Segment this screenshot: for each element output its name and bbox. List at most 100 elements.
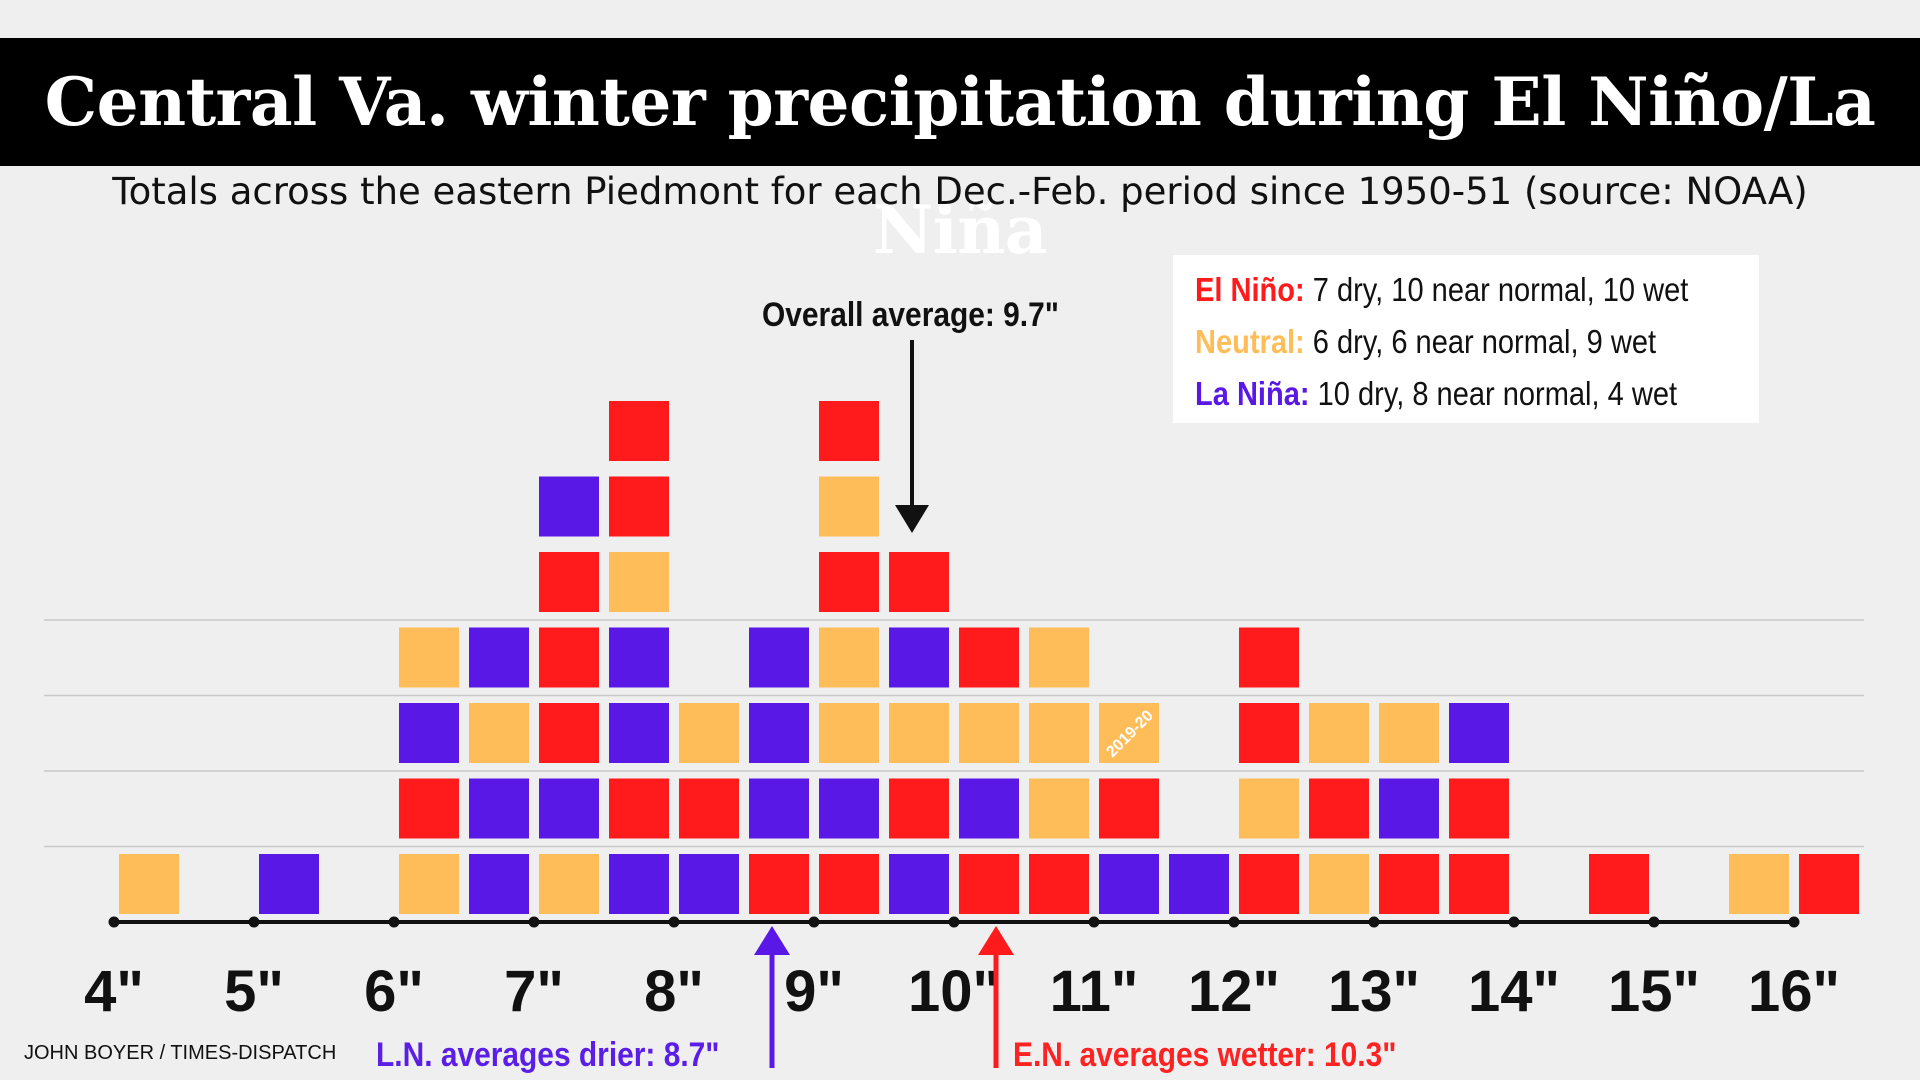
data-square-neutral — [1029, 778, 1089, 839]
data-square-neutral — [679, 703, 739, 763]
data-square-el-nino — [749, 854, 809, 914]
legend-neutral: Neutral: 6 dry, 6 near normal, 9 wet — [1195, 323, 1656, 361]
data-square-la-nina — [889, 627, 949, 688]
data-square-la-nina — [469, 627, 529, 688]
legend-neutral-key: Neutral: — [1195, 323, 1305, 360]
x-axis-tick — [108, 916, 120, 928]
data-square-el-nino — [1029, 854, 1089, 914]
data-square-el-nino — [1239, 854, 1299, 914]
chart-title: Central Va. winter precipitation during … — [44, 63, 1876, 269]
data-square-el-nino — [819, 552, 879, 612]
data-square-el-nino — [539, 627, 599, 688]
data-square-neutral — [1309, 854, 1369, 914]
x-tick-label: 7" — [504, 959, 564, 1024]
data-square-neutral — [959, 703, 1019, 763]
x-axis-tick — [1088, 916, 1100, 928]
data-square-el-nino — [959, 854, 1019, 914]
data-square-la-nina — [469, 778, 529, 839]
data-square-la-nina — [469, 854, 529, 914]
x-axis-tick — [1788, 916, 1800, 928]
average-arrows — [754, 340, 1014, 1068]
x-axis-tick — [388, 916, 400, 928]
data-square-la-nina — [539, 476, 599, 537]
data-square-el-nino — [819, 854, 879, 914]
data-square-el-nino — [539, 552, 599, 612]
data-square-el-nino — [959, 627, 1019, 688]
data-square-el-nino — [609, 476, 669, 537]
data-square-neutral — [609, 552, 669, 612]
x-tick-label: 12" — [1188, 959, 1280, 1024]
legend: El Niño: 7 dry, 10 near normal, 10 wet N… — [1173, 255, 1759, 423]
data-square-neutral — [1729, 854, 1789, 914]
chart-subtitle: Totals across the eastern Piedmont for e… — [112, 170, 1808, 213]
legend-la-nina-text: 10 dry, 8 near normal, 4 wet — [1317, 375, 1678, 412]
data-square-el-nino — [1099, 778, 1159, 839]
data-square-la-nina — [749, 703, 809, 763]
legend-el-nino-text: 7 dry, 10 near normal, 10 wet — [1312, 271, 1689, 308]
data-square-el-nino — [1239, 703, 1299, 763]
gridlines — [44, 619, 1864, 848]
data-square-neutral — [1309, 703, 1369, 763]
credit-line: JOHN BOYER / TIMES-DISPATCH — [24, 1042, 337, 1064]
x-axis-tick — [1648, 916, 1660, 928]
x-axis-tick — [528, 916, 540, 928]
data-square-la-nina — [889, 854, 949, 914]
x-tick-label: 11" — [1050, 959, 1139, 1024]
data-square-neutral — [819, 703, 879, 763]
data-square-el-nino — [1239, 627, 1299, 688]
data-square-el-nino — [889, 552, 949, 612]
data-square-la-nina — [259, 854, 319, 914]
data-square-neutral — [1029, 627, 1089, 688]
data-square-neutral — [119, 854, 179, 914]
la-nina-average-arrowhead — [754, 926, 790, 955]
data-square-la-nina — [959, 778, 1019, 839]
x-axis: 4" 5" 6" 7" 8" 9" 10" 11" 12" 13" 14" 15" 16" — [84, 916, 1840, 1024]
x-tick-label: 15" — [1608, 959, 1700, 1024]
data-square-el-nino — [1449, 854, 1509, 914]
la-nina-average-label: L.N. averages drier: 8.7" — [376, 1036, 720, 1074]
data-square-neutral — [1099, 703, 1159, 763]
x-tick-label: 4" — [84, 959, 144, 1024]
data-square-neutral — [1379, 703, 1439, 763]
data-square-el-nino — [889, 778, 949, 839]
x-tick-label: 10" — [908, 959, 1000, 1024]
data-square-neutral — [399, 627, 459, 688]
data-square-la-nina — [749, 627, 809, 688]
data-square-el-nino — [819, 401, 879, 461]
overall-average-label: Overall average: 9.7" — [762, 296, 1059, 334]
x-tick-label: 13" — [1328, 959, 1420, 1024]
x-axis-tick — [668, 916, 680, 928]
x-tick-label: 14" — [1468, 959, 1560, 1024]
data-square-la-nina — [609, 854, 669, 914]
data-square-neutral — [399, 854, 459, 914]
data-square-el-nino — [399, 778, 459, 839]
overall-average-arrowhead — [895, 505, 929, 533]
data-square-neutral — [889, 703, 949, 763]
x-tick-label: 8" — [644, 959, 704, 1024]
x-axis-tick — [808, 916, 820, 928]
data-square-la-nina — [609, 627, 669, 688]
data-square-el-nino — [1309, 778, 1369, 839]
legend-el-nino: El Niño: 7 dry, 10 near normal, 10 wet — [1195, 271, 1688, 309]
data-square-el-nino — [679, 778, 739, 839]
legend-el-nino-key: El Niño: — [1195, 271, 1305, 308]
data-square-neutral — [539, 854, 599, 914]
data-square-la-nina — [539, 778, 599, 839]
x-axis-tick — [948, 916, 960, 928]
x-tick-label: 6" — [364, 959, 424, 1024]
legend-neutral-text: 6 dry, 6 near normal, 9 wet — [1312, 323, 1657, 360]
data-square-el-nino — [1589, 854, 1649, 914]
data-squares: 2019-20 — [119, 401, 1859, 914]
data-square-el-nino — [1449, 778, 1509, 839]
legend-la-nina-key: La Niña: — [1195, 375, 1310, 412]
x-axis-tick — [1368, 916, 1380, 928]
x-axis-tick — [1508, 916, 1520, 928]
x-tick-label: 9" — [784, 959, 844, 1024]
x-axis-tick — [248, 916, 260, 928]
data-square-neutral — [819, 476, 879, 537]
data-square-el-nino — [609, 401, 669, 461]
data-square-neutral — [1239, 778, 1299, 839]
data-square-neutral — [819, 627, 879, 688]
data-square-la-nina — [1099, 854, 1159, 914]
